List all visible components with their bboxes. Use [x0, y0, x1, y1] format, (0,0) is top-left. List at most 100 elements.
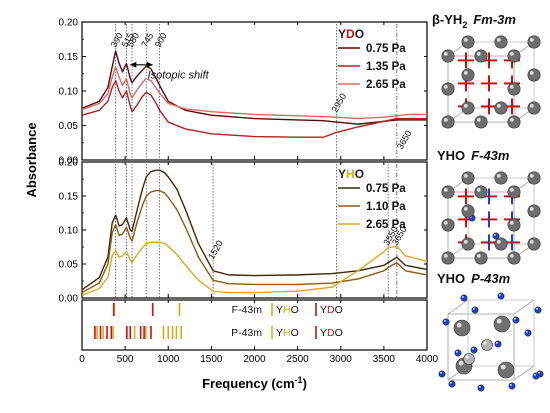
yttrium-atom: [461, 101, 475, 115]
yttrium-atom-highlight: [463, 206, 468, 211]
yttrium-atom: [494, 101, 508, 115]
legend-title-accent: H: [346, 167, 355, 181]
hydrogen-atom: [463, 353, 475, 365]
legend-title-suffix: O: [355, 167, 364, 181]
oxygen-atom: [494, 340, 502, 348]
structure-formula: β-YH: [432, 12, 462, 27]
yttrium-atom: [527, 68, 541, 82]
yttrium-atom: [507, 49, 521, 63]
oxygen-atom: [512, 316, 520, 324]
structure-subscript: 2: [462, 20, 467, 30]
yttrium-atom: [493, 315, 511, 333]
hydrogen-atom-highlight: [465, 355, 469, 359]
legend-label: 0.75 Pa: [366, 183, 406, 195]
legend-title: YDO: [338, 27, 364, 41]
stick-legend-prefix: Y: [276, 327, 283, 339]
legend-title: YHO: [338, 167, 364, 181]
legend-label: 2.65 Pa: [366, 219, 406, 231]
yttrium-atom: [527, 237, 541, 251]
y-tick-label: 0.20: [59, 18, 79, 29]
yttrium-atom-highlight: [529, 173, 534, 178]
yttrium-atom: [441, 115, 455, 129]
yttrium-atom-highlight: [443, 187, 448, 192]
yttrium-atom-highlight: [529, 37, 534, 42]
structure-space-group: F-43m: [471, 148, 510, 163]
yttrium-atom-highlight: [476, 253, 481, 258]
yttrium-atom-highlight: [509, 84, 514, 89]
oxygen-atom: [497, 292, 505, 300]
oxygen-atom-highlight: [509, 383, 512, 386]
series-line: [81, 169, 428, 291]
oxygen-atom-highlight: [513, 317, 516, 320]
yttrium-atom-highlight: [476, 51, 481, 56]
y-tick-label: 0.10: [59, 87, 79, 98]
y-tick-label: 0.05: [59, 260, 79, 271]
y-tick-label: 0.00: [59, 294, 79, 305]
yttrium-atom-highlight: [496, 103, 501, 108]
y-tick-label: 0.20: [59, 158, 79, 169]
yttrium-atom: [474, 115, 488, 129]
oxygen-atom-highlight: [537, 371, 540, 374]
oxygen-atom-highlight: [498, 293, 501, 296]
yttrium-atom: [461, 171, 475, 185]
hydrogen-atom-highlight: [483, 341, 487, 345]
legend-label: 1.10 Pa: [366, 201, 406, 213]
y-tick-label: 0.00: [59, 156, 79, 167]
yttrium-atom-highlight: [509, 187, 514, 192]
y-tick-label: 0.10: [59, 226, 79, 237]
yttrium-atom: [474, 185, 488, 199]
structure-block: YHO F-43m: [437, 148, 541, 265]
oxygen-atom: [470, 346, 478, 354]
structure-formula: YHO: [437, 148, 465, 163]
peak-label: 745: [139, 31, 155, 49]
oxygen-atom: [524, 329, 532, 337]
yttrium-atom: [441, 218, 455, 232]
series-line: [81, 189, 428, 294]
shift-annotation: Isotopic shift: [148, 70, 210, 82]
shift-arrow-head: [130, 61, 137, 68]
x-axis-label-text: Frequency (cm: [202, 376, 294, 391]
chart-area: 0 500 1000 1500 2000 2500 3000 3500 4000 Frequenc…: [24, 18, 439, 392]
yttrium-atom-highlight: [509, 253, 514, 258]
yttrium-atom: [453, 319, 471, 337]
yttrium-atom-highlight: [463, 103, 468, 108]
structure-title: YHO F-43m: [437, 148, 510, 163]
yttrium-atom-highlight: [463, 37, 468, 42]
series-line: [81, 50, 427, 125]
x-tick-label: 3500: [373, 354, 396, 365]
structure-block: YHO P-43m: [437, 271, 544, 392]
yttrium-atom: [474, 251, 488, 265]
stick-legend-accent: D: [327, 304, 335, 316]
structure-formula: YHO: [437, 271, 465, 286]
yttrium-atom-highlight: [443, 117, 448, 122]
yttrium-atom: [507, 185, 521, 199]
x-axis-label: Frequency (cm-1): [202, 375, 307, 391]
oxygen-atom: [508, 382, 516, 390]
yttrium-atom-highlight: [458, 360, 464, 366]
yttrium-atom: [441, 185, 455, 199]
series-line: [81, 79, 427, 138]
legend-title-accent: D: [346, 27, 355, 41]
crystal-structures: β-YH2 Fm-3m YHO F-43m YHO P-43m: [432, 12, 544, 392]
yttrium-atom: [494, 237, 508, 251]
series-line: [81, 241, 428, 296]
yttrium-atom: [507, 115, 521, 129]
cell-edge: [513, 365, 535, 381]
yttrium-atom: [441, 251, 455, 265]
yttrium-atom-highlight: [509, 117, 514, 122]
yttrium-atom-highlight: [443, 51, 448, 56]
x-tick-label: 1500: [200, 354, 223, 365]
cell-edge: [513, 299, 535, 315]
oxygen-atom-highlight: [443, 319, 446, 322]
x-tick-label: 500: [117, 354, 134, 365]
y-tick-label: 0.15: [59, 192, 79, 203]
yttrium-atom-highlight: [509, 51, 514, 56]
yttrium-atom-highlight: [529, 239, 534, 244]
oxygen-atom-highlight: [455, 350, 458, 353]
shift-arrow-head: [146, 61, 153, 68]
yttrium-atom-highlight: [529, 70, 534, 75]
stick-legend-accent: D: [327, 327, 335, 339]
yttrium-atom: [461, 35, 475, 49]
yttrium-atom-highlight: [529, 103, 534, 108]
oxygen-atom: [448, 380, 456, 388]
